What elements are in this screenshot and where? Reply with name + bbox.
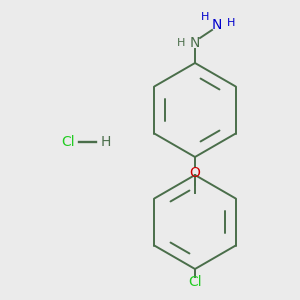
Text: N: N bbox=[212, 18, 222, 32]
Text: O: O bbox=[190, 166, 200, 180]
Text: Cl: Cl bbox=[188, 275, 202, 289]
Text: H: H bbox=[227, 18, 235, 28]
Text: N: N bbox=[190, 36, 200, 50]
Text: H: H bbox=[101, 135, 111, 149]
Text: H: H bbox=[201, 12, 209, 22]
Text: Cl: Cl bbox=[61, 135, 75, 149]
Text: H: H bbox=[177, 38, 185, 48]
